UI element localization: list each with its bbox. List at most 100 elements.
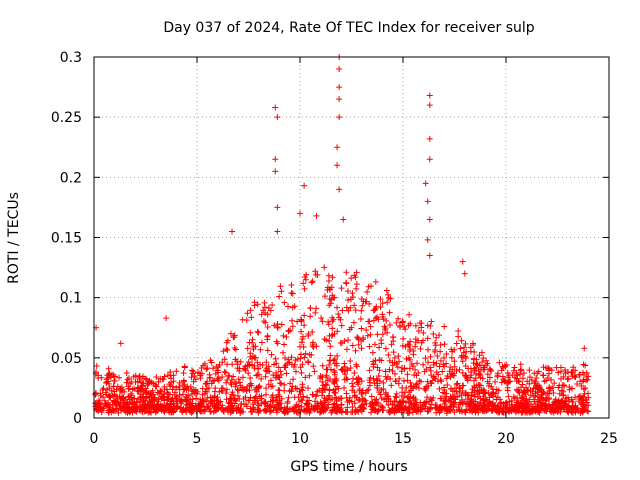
data-point xyxy=(464,400,471,407)
data-point xyxy=(361,396,368,403)
data-point xyxy=(180,391,187,398)
data-point xyxy=(226,400,233,407)
data-point xyxy=(227,330,234,337)
data-point xyxy=(480,366,487,373)
data-point xyxy=(331,330,338,337)
data-point xyxy=(353,281,360,288)
data-point xyxy=(415,385,422,392)
data-point xyxy=(308,403,315,410)
data-point xyxy=(519,381,526,388)
data-point xyxy=(170,378,177,385)
data-point xyxy=(212,385,219,392)
data-point xyxy=(236,395,243,402)
data-point xyxy=(302,350,309,357)
data-point xyxy=(254,301,261,308)
data-point xyxy=(363,327,370,334)
data-point xyxy=(454,380,461,387)
data-point xyxy=(256,393,263,400)
data-point xyxy=(462,353,469,360)
data-point xyxy=(555,408,562,415)
data-point xyxy=(281,387,288,394)
data-point xyxy=(129,400,136,407)
data-point xyxy=(349,342,356,349)
data-point xyxy=(355,374,362,381)
data-point xyxy=(388,341,395,348)
data-point xyxy=(173,406,180,413)
data-point xyxy=(437,395,444,402)
data-point xyxy=(281,408,288,415)
data-point xyxy=(468,398,475,405)
data-point xyxy=(400,335,407,342)
data-point xyxy=(555,369,562,376)
data-point xyxy=(272,168,279,175)
data-point xyxy=(163,386,170,393)
data-point xyxy=(462,362,469,369)
data-point xyxy=(308,279,315,286)
data-point xyxy=(364,332,371,339)
data-point xyxy=(301,312,308,319)
data-point xyxy=(474,401,481,408)
data-point xyxy=(549,401,556,408)
data-point xyxy=(261,407,268,414)
data-point xyxy=(453,340,460,347)
data-point xyxy=(262,400,269,407)
data-point xyxy=(338,366,345,373)
data-point xyxy=(303,271,310,278)
data-point xyxy=(329,292,336,299)
data-point xyxy=(543,377,550,384)
data-point xyxy=(104,375,111,382)
data-point xyxy=(372,278,379,285)
data-point xyxy=(334,328,341,335)
x-tick-label: 10 xyxy=(291,431,309,447)
data-point xyxy=(259,362,266,369)
data-point xyxy=(386,357,393,364)
data-point xyxy=(437,408,444,415)
data-point xyxy=(441,341,448,348)
data-point xyxy=(498,367,505,374)
data-point xyxy=(309,329,316,336)
data-point xyxy=(393,319,400,326)
data-point xyxy=(447,406,454,413)
data-point xyxy=(285,356,292,363)
data-point xyxy=(427,364,434,371)
data-point xyxy=(424,198,431,205)
data-point xyxy=(401,393,408,400)
data-point xyxy=(407,393,414,400)
data-point xyxy=(262,309,269,316)
data-point xyxy=(250,343,257,350)
data-point xyxy=(478,386,485,393)
data-point xyxy=(572,374,579,381)
data-point xyxy=(225,373,232,380)
data-point xyxy=(240,374,247,381)
data-point xyxy=(256,371,263,378)
data-point xyxy=(367,331,374,338)
data-point xyxy=(326,386,333,393)
data-point xyxy=(180,370,187,377)
data-point xyxy=(558,397,565,404)
data-point xyxy=(244,345,251,352)
data-point xyxy=(558,387,565,394)
data-point xyxy=(274,204,281,211)
data-point xyxy=(188,374,195,381)
data-point xyxy=(428,318,435,325)
data-point xyxy=(393,405,400,412)
data-point xyxy=(274,374,281,381)
data-point xyxy=(403,355,410,362)
data-point xyxy=(335,311,342,318)
data-point xyxy=(424,378,431,385)
data-point xyxy=(348,398,355,405)
data-point xyxy=(333,362,340,369)
data-point xyxy=(505,393,512,400)
data-point xyxy=(459,382,466,389)
data-point xyxy=(378,395,385,402)
data-point xyxy=(515,378,522,385)
data-point xyxy=(282,355,289,362)
data-point xyxy=(455,333,462,340)
data-point xyxy=(146,408,153,415)
data-point xyxy=(379,403,386,410)
data-point xyxy=(220,348,227,355)
data-point xyxy=(153,374,160,381)
data-point xyxy=(343,346,350,353)
data-point xyxy=(134,404,141,411)
data-point xyxy=(311,406,318,413)
